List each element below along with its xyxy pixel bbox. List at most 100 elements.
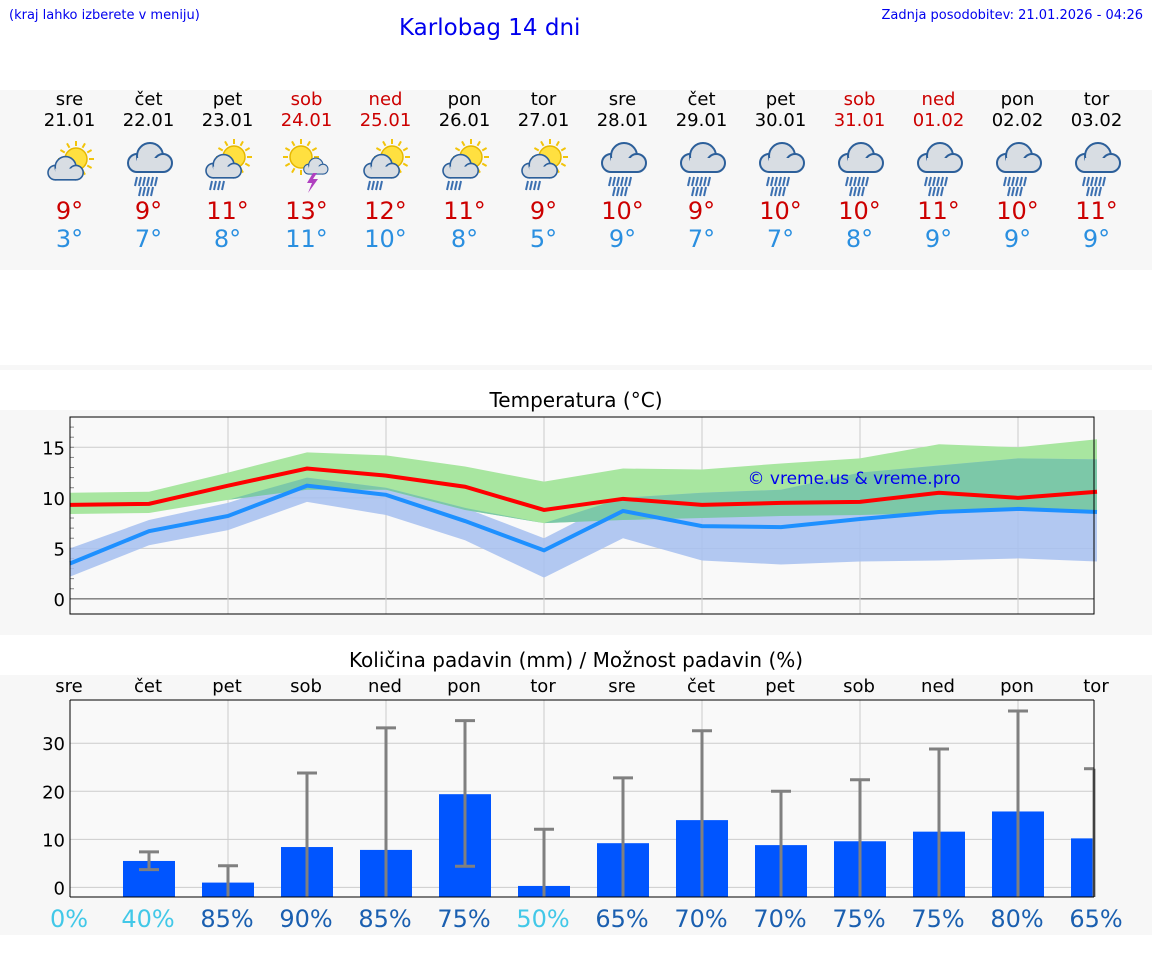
- rain-drop: [702, 176, 707, 187]
- cloud-body: [926, 158, 953, 171]
- y-tick-label: 10: [42, 830, 65, 851]
- rain-drop: [931, 176, 936, 187]
- temperature-chart: 0 5 10 15 © vreme.us & vreme.pro: [42, 416, 1098, 615]
- rain-drop: [137, 186, 142, 197]
- day-name: čet: [687, 89, 716, 110]
- rain-drop: [145, 176, 150, 187]
- rain-drop: [781, 176, 786, 187]
- rain-drop: [939, 176, 944, 187]
- rain-drop: [690, 176, 695, 187]
- cloud: [441, 153, 479, 179]
- temp-min: 8°: [845, 225, 874, 253]
- rain-drop: [1089, 186, 1094, 197]
- cloud-body: [370, 166, 392, 177]
- temp-min: 5°: [529, 225, 558, 253]
- rain-drop: [935, 186, 940, 197]
- sun-rain-icon: [441, 139, 489, 191]
- temp-max: 9°: [529, 197, 558, 225]
- y-tick-label: 20: [42, 782, 65, 803]
- temp-max: 13°: [285, 197, 328, 225]
- day-date: 31.01: [833, 110, 886, 131]
- rain-drop: [1089, 176, 1094, 187]
- rain-drop: [777, 176, 782, 187]
- page-title: Karlobag 14 dni: [399, 15, 581, 41]
- rain-drop: [706, 176, 711, 187]
- x-category-label: pet: [765, 676, 795, 697]
- location-menu-hint[interactable]: (kraj lahko izberete v meniju): [9, 8, 200, 23]
- rain-drop: [141, 186, 146, 197]
- day-name: sob: [290, 89, 323, 110]
- rain-drop: [939, 186, 944, 197]
- precipitation-chart-title: Količina padavin (mm) / Možnost padavin …: [348, 648, 804, 672]
- rain-drop: [449, 180, 454, 191]
- temp-min: 8°: [450, 225, 479, 253]
- day-date: 27.01: [517, 110, 570, 131]
- rain-drop: [852, 176, 857, 187]
- cloud: [916, 142, 963, 173]
- temp-max: 11°: [206, 197, 249, 225]
- rain-drop: [927, 176, 932, 187]
- rain-drop: [611, 186, 616, 197]
- x-category-label: sre: [55, 676, 82, 697]
- sun-ray: [244, 147, 250, 152]
- rain-drop: [1097, 186, 1102, 197]
- rain-drop: [844, 176, 849, 187]
- precip-probability: 75%: [437, 905, 490, 933]
- weather-icon-wrapper: [425, 137, 504, 197]
- sun-ray: [555, 140, 560, 147]
- sun-ray: [539, 140, 544, 147]
- day-date: 21.01: [43, 110, 96, 131]
- precip-probability: 80%: [990, 905, 1043, 933]
- day-column: pon 26.01 11° 8°: [425, 90, 504, 254]
- precip-probability: 70%: [674, 905, 727, 933]
- min-temp-line: [69, 483, 1098, 566]
- rain-drop: [785, 176, 790, 187]
- rain-drop: [623, 186, 628, 197]
- rain-drop: [453, 180, 458, 191]
- rain-drop: [216, 180, 221, 191]
- rain-drop: [1018, 176, 1023, 187]
- temp-min: 8°: [213, 225, 242, 253]
- rain-drop: [378, 180, 383, 191]
- rain-drop: [769, 186, 774, 197]
- rain-drop: [694, 186, 699, 197]
- rain-drop: [524, 180, 529, 191]
- sun-rain-icon: [204, 139, 252, 191]
- temp-max: 11°: [1075, 197, 1118, 225]
- day-column: čet 22.01 9° 7°: [109, 90, 188, 254]
- weather-icon-wrapper: [583, 137, 662, 197]
- sun-ray: [481, 162, 487, 167]
- temp-min: 9°: [1082, 225, 1111, 253]
- rain-cloud-icon: [600, 142, 647, 197]
- temperature-chart-title: Temperatura (°C): [489, 388, 663, 412]
- rain-cloud-icon: [126, 142, 173, 197]
- rain-drop: [1081, 176, 1086, 187]
- day-column: pon 02.02 10° 9°: [978, 89, 1057, 254]
- day-name: pon: [1000, 89, 1035, 110]
- y-tick-label: 30: [42, 734, 65, 755]
- cloud-body: [528, 166, 550, 177]
- day-column: čet 29.01 9° 7°: [662, 89, 741, 254]
- precip-probability: 40%: [121, 905, 174, 933]
- rain-cloud-icon: [916, 142, 963, 197]
- sun-ray: [284, 162, 290, 167]
- rain-drop: [690, 186, 695, 197]
- sun-ray: [244, 162, 250, 167]
- rain-drop: [923, 176, 928, 187]
- rain-drop: [698, 176, 703, 187]
- temp-max: 10°: [601, 197, 644, 225]
- weather-icon-wrapper: [188, 137, 267, 197]
- x-category-label: tor: [530, 676, 556, 697]
- day-date: 24.01: [280, 110, 333, 131]
- rain-drop: [864, 176, 869, 187]
- rain-drop: [619, 176, 624, 187]
- x-category-label: sre: [608, 676, 635, 697]
- cloud: [679, 142, 726, 173]
- rain-drop: [1097, 176, 1102, 187]
- cloud: [837, 142, 884, 173]
- rain-drop: [856, 186, 861, 197]
- x-category-label: čet: [687, 676, 715, 697]
- day-column: sre 28.01 10° 9°: [583, 90, 662, 254]
- day-column: ned 01.02 11° 9°: [899, 90, 978, 254]
- rain-drop: [137, 176, 142, 187]
